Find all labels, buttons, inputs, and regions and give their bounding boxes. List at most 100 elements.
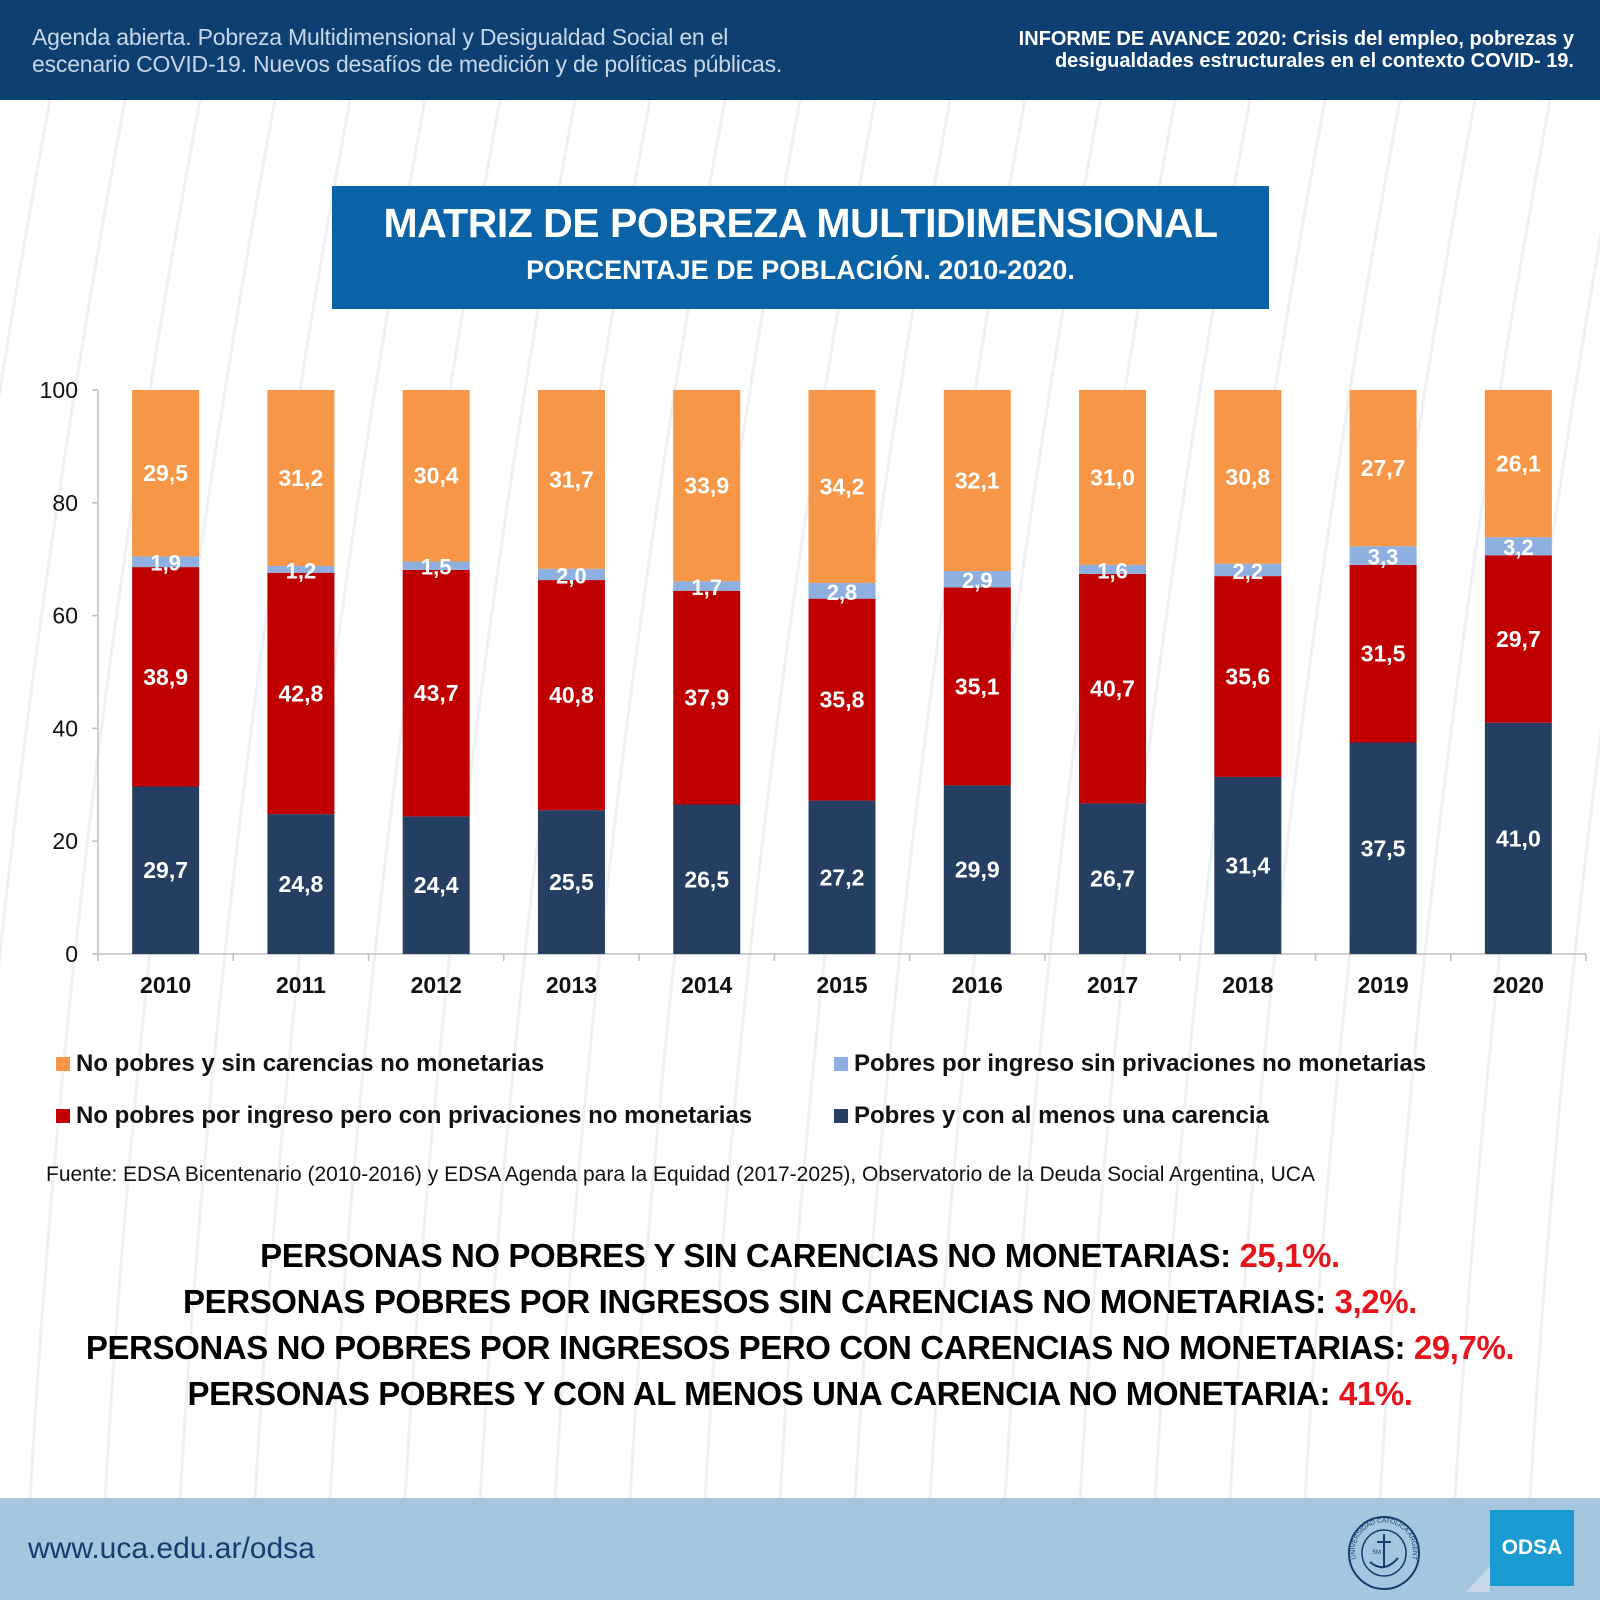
y-tick-label: 40 [52,715,78,741]
header-right-line-1: INFORME DE AVANCE 2020: Crisis del emple… [894,28,1574,50]
bar-segment [537,580,605,811]
bar-segment [673,804,741,954]
bar-segment [1349,742,1417,954]
bar-segment [673,590,741,805]
bar-segment [537,568,605,581]
x-tick-label: 2014 [681,972,732,998]
bar-segment [132,390,200,557]
report-title: INFORME DE AVANCE 2020: Crisis del emple… [894,28,1574,72]
bar-value-label: 30,4 [414,463,459,489]
background-arc [1228,100,1402,1500]
bar-value-label: 26,7 [1090,866,1135,892]
bar-segment [1349,564,1417,743]
bar-segment [1079,573,1147,804]
bar-segment [267,572,335,815]
bar-value-label: 29,9 [955,857,1000,883]
bar-value-label: 31,4 [1225,852,1270,878]
bar-value-label: 2,0 [556,563,587,588]
legend-label: No pobres y sin carencias no monetarias [76,1050,545,1077]
website-link[interactable]: www.uca.edu.ar/odsa [28,1532,315,1565]
bar-segment [1214,776,1282,954]
background-arc [1528,727,1600,1500]
bar-segment [808,800,876,954]
odsa-logo-shadow [1466,1566,1490,1592]
bar-value-label: 29,7 [1496,626,1541,652]
bar-value-label: 2,2 [1233,559,1264,584]
svg-text:SM: SM [1372,1550,1381,1556]
header-left-line-2: escenario COVID-19. Nuevos desafíos de m… [32,51,783,77]
bar-value-label: 40,7 [1090,676,1135,702]
bar-segment [267,565,335,573]
bar-segment [1079,564,1147,574]
legend-item-no-pobres-sin-carencias: No pobres y sin carencias no monetarias [56,1050,544,1078]
bar-segment [1484,555,1552,723]
summary-value: 41%. [1338,1375,1413,1412]
summary-value: 3,2%. [1334,1283,1418,1320]
bar-segment [1214,563,1282,577]
chart-title: MATRIZ DE POBREZA MULTIDIMENSIONAL [383,200,1218,246]
background-arc [0,100,127,968]
bar-segment [1349,546,1417,565]
x-tick-label: 2015 [816,972,867,998]
background-arc [0,100,52,400]
bar-segment [402,390,470,562]
summary-text: PERSONAS POBRES POR INGRESOS SIN CARENCI… [183,1283,1335,1320]
odsa-logo: ODSA [1490,1510,1574,1586]
bar-segment [537,390,605,569]
bar-value-label: 25,5 [549,869,594,895]
bar-value-label: 37,5 [1361,835,1406,861]
report-title-highlight: INFORME DE AVANCE 2020: [1018,28,1288,50]
header-left-line-1: Agenda abierta. Pobreza Multidimensional… [32,24,729,50]
x-tick-label: 2020 [1493,972,1544,998]
bar-value-label: 2,8 [827,580,858,605]
bar-value-label: 30,8 [1225,464,1270,490]
summary-block: PERSONAS NO POBRES Y SIN CARENCIAS NO MO… [0,1233,1600,1417]
bar-value-label: 35,1 [955,673,1000,699]
page-header: Agenda abierta. Pobreza Multidimensional… [0,0,1600,100]
uca-seal-icon: SM UNIVERSIDAD CATOLICA ARGENTINA [1346,1514,1420,1590]
summary-value: 25,1%. [1239,1237,1340,1274]
bar-value-label: 31,0 [1090,464,1135,490]
bar-value-label: 29,5 [143,460,188,486]
x-tick-label: 2012 [411,972,462,998]
x-tick-label: 2017 [1087,972,1138,998]
page-footer: www.uca.edu.ar/odsa SM UNIVERSIDAD CATOL… [0,1498,1600,1600]
bar-segment [132,556,200,568]
summary-line: PERSONAS NO POBRES Y SIN CARENCIAS NO MO… [0,1233,1600,1279]
report-series-title: Agenda abierta. Pobreza Multidimensional… [32,24,912,78]
legend-swatch-orange [56,1057,70,1071]
y-tick-label: 100 [40,377,78,403]
bar-segment [943,571,1011,588]
y-tick-label: 60 [52,603,78,629]
summary-line: PERSONAS POBRES POR INGRESOS SIN CARENCI… [0,1279,1600,1325]
chart-legend: No pobres y sin carencias no monetarias … [0,1050,1600,1130]
legend-label: Pobres y con al menos una carencia [854,1102,1269,1129]
bar-segment [402,569,470,817]
bar-value-label: 24,8 [279,871,324,897]
bar-segment [1349,390,1417,547]
bar-segment [267,814,335,954]
background-arc [28,100,202,1500]
legend-item-no-pobres-con-privaciones: No pobres por ingreso pero con privacion… [56,1102,752,1130]
summary-line: PERSONAS POBRES Y CON AL MENOS UNA CAREN… [0,1371,1600,1417]
legend-label: No pobres por ingreso pero con privacion… [76,1102,753,1129]
bar-segment [1079,803,1147,954]
summary-value: 29,7%. [1413,1329,1515,1366]
x-tick-label: 2019 [1358,972,1409,998]
bar-segment [267,390,335,566]
bar-segment [1484,722,1552,954]
x-tick-label: 2011 [276,972,326,998]
summary-line: PERSONAS NO POBRES POR INGRESOS PERO CON… [0,1325,1600,1371]
bar-segment [1214,576,1282,777]
background-arc [178,100,352,1500]
bar-value-label: 26,1 [1496,451,1541,477]
source-note: Fuente: EDSA Bicentenario (2010-2016) y … [46,1163,1315,1186]
bar-segment [673,390,741,582]
bar-labels: 29,7 24,8 24,4 25,5 26,5 27,2 29,9 26,7 31,4 37,5… [143,451,1541,899]
bar-value-label: 31,7 [549,466,594,492]
bar-value-label: 34,2 [820,473,865,499]
bar-segment [808,582,876,599]
bar-value-label: 32,1 [955,468,1000,494]
bar-segment [808,390,876,583]
